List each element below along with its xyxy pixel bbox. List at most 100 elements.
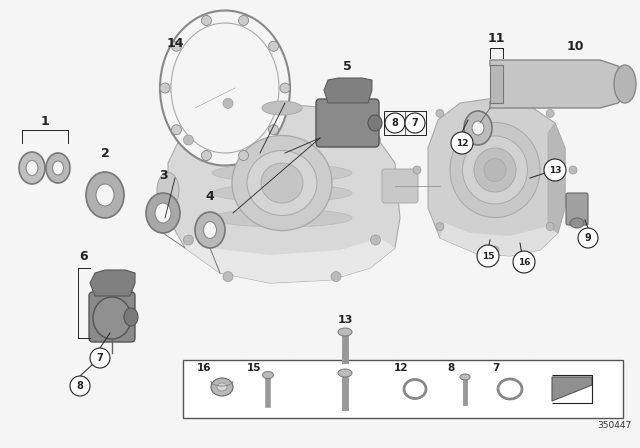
Text: 4: 4 <box>205 190 214 202</box>
Circle shape <box>405 113 425 133</box>
Ellipse shape <box>570 218 584 228</box>
Circle shape <box>239 151 248 160</box>
Polygon shape <box>552 377 592 401</box>
Ellipse shape <box>484 159 506 181</box>
Ellipse shape <box>86 172 124 218</box>
Text: 5: 5 <box>342 60 351 73</box>
Ellipse shape <box>450 122 540 217</box>
Text: 3: 3 <box>159 168 167 181</box>
Ellipse shape <box>19 152 45 184</box>
Circle shape <box>569 166 577 174</box>
Circle shape <box>413 166 421 174</box>
Polygon shape <box>168 103 400 283</box>
Text: 9: 9 <box>584 233 591 243</box>
Text: 11: 11 <box>487 31 505 44</box>
Ellipse shape <box>498 379 522 399</box>
Ellipse shape <box>157 172 179 207</box>
Text: 15: 15 <box>247 363 261 373</box>
Ellipse shape <box>195 212 225 248</box>
Circle shape <box>544 159 566 181</box>
Ellipse shape <box>212 164 352 182</box>
Ellipse shape <box>93 297 131 339</box>
Ellipse shape <box>155 203 171 223</box>
Circle shape <box>436 223 444 231</box>
Polygon shape <box>185 233 395 283</box>
Ellipse shape <box>171 23 279 153</box>
Circle shape <box>172 125 182 135</box>
Text: 7: 7 <box>412 118 419 128</box>
Text: 10: 10 <box>566 39 584 52</box>
Circle shape <box>280 83 290 93</box>
Circle shape <box>223 99 233 108</box>
FancyBboxPatch shape <box>382 169 418 203</box>
Circle shape <box>546 109 554 117</box>
Ellipse shape <box>261 163 303 203</box>
Polygon shape <box>428 98 565 256</box>
Ellipse shape <box>472 121 484 135</box>
Text: 2: 2 <box>100 146 109 159</box>
Polygon shape <box>440 223 558 256</box>
Circle shape <box>70 376 90 396</box>
Ellipse shape <box>338 328 352 336</box>
Ellipse shape <box>463 136 527 204</box>
Circle shape <box>90 348 110 368</box>
Polygon shape <box>90 270 135 296</box>
Ellipse shape <box>614 65 636 103</box>
Circle shape <box>477 245 499 267</box>
Circle shape <box>331 99 341 108</box>
Bar <box>384 111 426 135</box>
Circle shape <box>436 109 444 117</box>
Text: 13: 13 <box>337 315 353 325</box>
Ellipse shape <box>460 374 470 380</box>
Ellipse shape <box>247 151 317 215</box>
Text: 8: 8 <box>77 381 83 391</box>
Circle shape <box>513 251 535 273</box>
Ellipse shape <box>96 184 114 206</box>
Text: 13: 13 <box>548 165 561 175</box>
Ellipse shape <box>52 161 63 175</box>
Circle shape <box>269 125 278 135</box>
Ellipse shape <box>146 193 180 233</box>
Ellipse shape <box>338 369 352 377</box>
Circle shape <box>371 135 381 145</box>
Ellipse shape <box>211 378 233 396</box>
Ellipse shape <box>124 308 138 326</box>
Circle shape <box>331 271 341 282</box>
Text: 12: 12 <box>394 363 408 373</box>
Text: 7: 7 <box>97 353 104 363</box>
Bar <box>490 65 503 103</box>
Circle shape <box>385 113 405 133</box>
FancyBboxPatch shape <box>566 193 588 225</box>
FancyBboxPatch shape <box>89 292 135 342</box>
Text: 14: 14 <box>166 36 184 49</box>
Circle shape <box>491 246 499 254</box>
Text: 6: 6 <box>80 250 88 263</box>
Ellipse shape <box>262 371 273 379</box>
Circle shape <box>202 16 211 26</box>
Ellipse shape <box>26 160 38 176</box>
Circle shape <box>184 135 193 145</box>
Ellipse shape <box>368 115 382 131</box>
FancyBboxPatch shape <box>316 99 379 147</box>
Circle shape <box>184 235 193 245</box>
Ellipse shape <box>232 135 332 231</box>
Circle shape <box>491 86 499 94</box>
Ellipse shape <box>204 221 216 238</box>
Circle shape <box>451 132 473 154</box>
Circle shape <box>546 223 554 231</box>
Text: 12: 12 <box>456 138 468 147</box>
Circle shape <box>202 151 211 160</box>
Ellipse shape <box>212 184 352 202</box>
Ellipse shape <box>464 111 492 145</box>
Text: 16: 16 <box>518 258 531 267</box>
Bar <box>183 360 623 418</box>
Circle shape <box>172 41 182 51</box>
Ellipse shape <box>160 10 290 165</box>
Ellipse shape <box>262 101 302 115</box>
Text: 16: 16 <box>196 363 211 373</box>
Circle shape <box>223 271 233 282</box>
Text: 8: 8 <box>447 363 454 373</box>
Circle shape <box>160 83 170 93</box>
Ellipse shape <box>217 383 227 391</box>
Ellipse shape <box>212 209 352 227</box>
